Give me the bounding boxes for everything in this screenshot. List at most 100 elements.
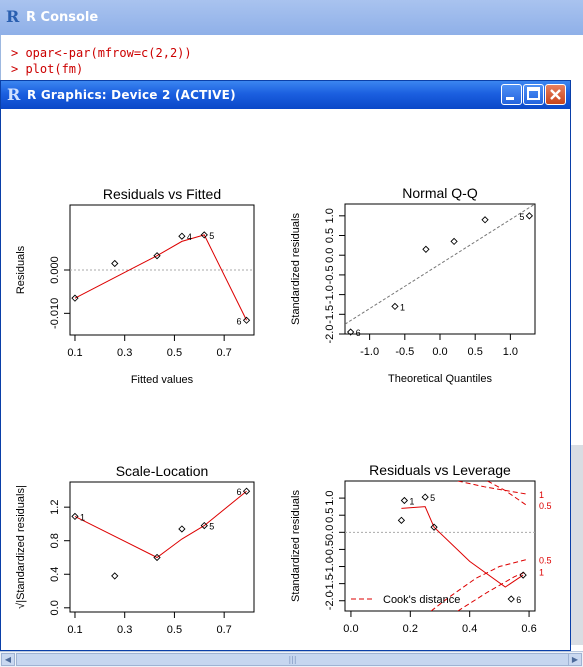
x-tick-label: -1.0 (360, 346, 379, 358)
scroll-right-icon[interactable]: ▶ (568, 653, 582, 666)
point-label: 1 (409, 497, 414, 507)
data-point (111, 259, 119, 268)
x-tick-label: 0.7 (217, 347, 232, 359)
y-tick-label: 0.5 (324, 228, 336, 243)
graphics-titlebar[interactable]: R R Graphics: Device 2 (ACTIVE) (1, 81, 570, 109)
data-point (200, 231, 208, 239)
y-tick-label: -2.0 (324, 325, 336, 344)
r-graphics-window: R R Graphics: Device 2 (ACTIVE) Residual… (0, 80, 571, 651)
data-point (242, 487, 251, 495)
x-tick-label: 0.1 (67, 347, 82, 359)
y-tick-label: 0.0 (324, 525, 336, 540)
minimize-button[interactable] (501, 84, 522, 105)
data-point (242, 316, 251, 324)
plot-area: Residuals vs Fitted 0.1 0.3 0.5 0.7 -0.010 0.0… (4, 110, 567, 649)
data-point (450, 237, 458, 246)
scrollbar-thumb[interactable]: ||| (16, 653, 569, 666)
x-axis-label: Fitted values (131, 374, 194, 386)
data-point (71, 294, 79, 302)
point-label: 5 (209, 231, 214, 241)
chart-panel: Normal Q-Q-1.0 -0.5 0.0 0.5 1.0-2.0-1.5-1.0-… (290, 185, 536, 385)
y-tick-label: -1.0 (324, 557, 336, 576)
data-point (346, 328, 355, 336)
data-point (178, 232, 186, 240)
r-logo-icon: R (6, 7, 20, 26)
y-tick-label: 0.8 (49, 533, 61, 548)
x-tick-label: 0.3 (117, 347, 132, 359)
point-label: 5 (209, 522, 214, 532)
data-point (391, 302, 399, 311)
data-point (421, 493, 429, 501)
plot-contents (345, 481, 535, 611)
y-tick-label: -1.5 (324, 574, 336, 593)
plot-contents (345, 204, 535, 325)
x-tick-label: 1.0 (503, 346, 518, 358)
data-point (178, 525, 186, 533)
plot-frame (344, 480, 536, 612)
point-label: 6 (516, 595, 521, 605)
y-tick-label: -0.5 (324, 265, 336, 284)
data-point (153, 252, 161, 260)
maximize-button[interactable] (523, 84, 544, 105)
x-tick-label: 0.6 (521, 623, 536, 635)
point-label: 6 (237, 487, 242, 497)
data-point (507, 595, 515, 603)
x-tick-label: 0.3 (117, 624, 132, 636)
console-scrollbar-vertical[interactable] (571, 445, 583, 645)
y-tick-label: 1.0 (324, 208, 336, 223)
chart-panel: Residuals vs Fitted 0.1 0.3 0.5 0.7 -0.010 0.0… (15, 186, 255, 386)
plot-contents (70, 234, 254, 321)
console-titlebar[interactable]: R R Console (0, 0, 583, 35)
data-point (200, 521, 208, 530)
minimize-icon (506, 97, 514, 100)
cooks-contour (457, 481, 527, 495)
data-point (519, 571, 527, 579)
maximize-icon (527, 87, 540, 100)
x-tick-label: 0.1 (67, 624, 82, 636)
x-tick-label: 0.5 (468, 346, 483, 358)
console-title: R Console (26, 10, 99, 25)
point-label: 6 (237, 316, 242, 326)
plot-frame (69, 481, 255, 613)
y-tick-label: -0.010 (49, 298, 61, 329)
y-tick-label: 1.2 (49, 500, 61, 515)
x-tick-label: 0.0 (432, 346, 447, 358)
close-button[interactable] (545, 84, 566, 105)
chart-title: Normal Q-Q (402, 185, 478, 201)
plot-contents (74, 490, 247, 559)
y-tick-label: 0.4 (49, 567, 61, 582)
y-tick-label: 0.000 (49, 256, 61, 284)
y-axis-label: Standardized residuals (290, 490, 302, 602)
cooks-contour-label: 1 (539, 568, 544, 578)
console-line: > opar<-par(mfrow=c(2,2)) (11, 46, 192, 60)
data-point (400, 496, 409, 505)
point-label: 5 (519, 212, 524, 222)
console-horizontal-scrollbar[interactable]: ◀ ||| ▶ (0, 651, 583, 667)
console-line: > plot(fm) (11, 62, 84, 76)
smooth-line (401, 506, 524, 588)
data-point (397, 516, 406, 524)
point-label: 1 (400, 302, 405, 312)
x-axis-label: Theoretical Quantiles (388, 373, 492, 385)
x-tick-label: -0.5 (395, 346, 414, 358)
cooks-contour (430, 559, 527, 611)
diagnostic-plots: Residuals vs Fitted 0.1 0.3 0.5 0.7 -0.010 0.0… (15, 185, 552, 636)
x-tick-label: 0.5 (167, 347, 182, 359)
cooks-contour-label: 0.5 (539, 556, 552, 566)
chart-title: Residuals vs Fitted (103, 186, 221, 202)
close-icon (550, 89, 561, 100)
cooks-contour-label: 0.5 (539, 501, 552, 511)
y-tick-label: 0.0 (49, 600, 61, 615)
scroll-left-icon[interactable]: ◀ (1, 653, 15, 666)
smooth-line (74, 490, 247, 559)
point-label: 4 (187, 232, 192, 242)
smooth-line (74, 234, 247, 321)
y-tick-label: -1.0 (324, 285, 336, 304)
r-logo-icon: R (7, 85, 21, 104)
qq-reference-line (345, 204, 535, 325)
cooks-contour (487, 481, 527, 506)
data-point (71, 512, 79, 521)
y-tick-label: 1.0 (324, 490, 336, 505)
data-point (525, 212, 534, 220)
